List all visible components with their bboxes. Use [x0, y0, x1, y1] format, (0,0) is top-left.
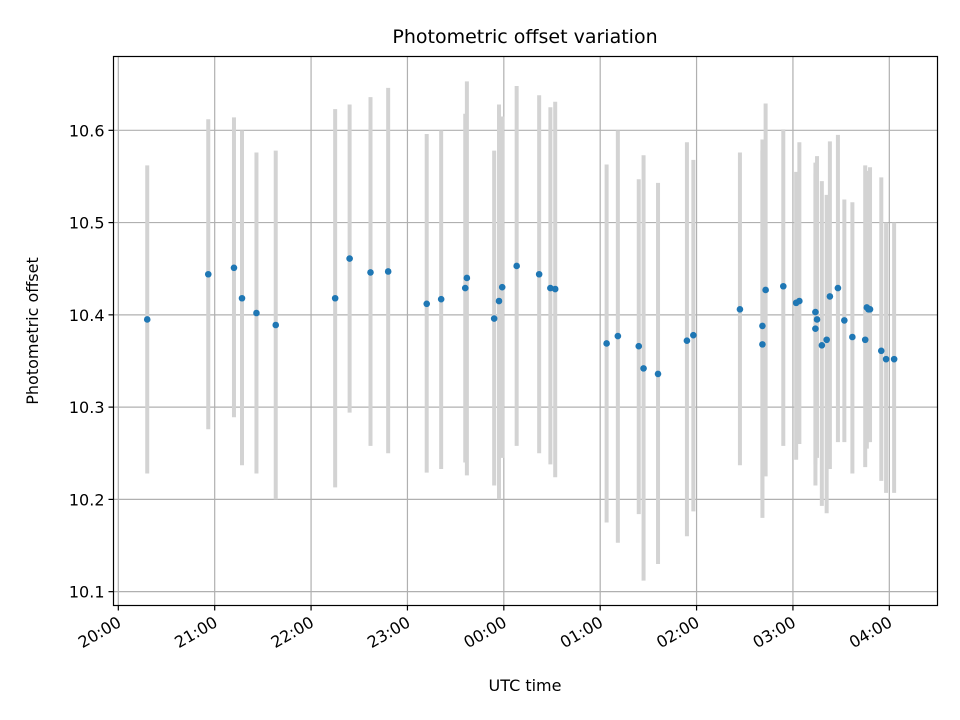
data-point — [812, 308, 819, 316]
data-point — [818, 342, 826, 349]
data-point — [461, 284, 469, 292]
data-point — [834, 284, 842, 292]
data-point — [823, 336, 830, 344]
y-axis-label: Photometric offset — [23, 257, 42, 405]
y-tick-label: 10.2 — [69, 490, 105, 509]
data-point — [877, 347, 885, 355]
data-point — [490, 315, 498, 322]
data-point — [272, 321, 280, 329]
data-point — [495, 297, 503, 305]
data-point — [762, 286, 769, 294]
data-point — [654, 370, 662, 378]
data-point — [812, 325, 819, 332]
data-point — [367, 269, 374, 276]
data-point — [143, 316, 151, 323]
y-tick-label: 10.5 — [69, 214, 105, 233]
data-point — [683, 337, 691, 344]
data-point — [635, 342, 643, 350]
data-point — [346, 255, 353, 262]
y-tick-label: 10.3 — [69, 398, 105, 417]
data-point — [796, 297, 803, 305]
y-axis: 10.1 10.2 10.3 10.4 10.5 10.6 — [69, 121, 114, 602]
y-tick-label: 10.4 — [69, 306, 105, 325]
data-point — [384, 268, 392, 275]
data-point — [640, 365, 647, 372]
data-point — [238, 294, 246, 302]
data-point — [780, 282, 787, 290]
plot-frame — [112, 55, 939, 607]
data-point — [882, 355, 890, 363]
data-point — [423, 300, 431, 308]
data-point — [204, 270, 212, 278]
data-point — [614, 332, 622, 340]
data-point — [513, 262, 520, 270]
data-point — [736, 306, 744, 313]
data-point — [826, 293, 834, 300]
data-point — [690, 331, 697, 339]
data-point — [331, 294, 339, 302]
data-point — [535, 270, 543, 278]
y-tick-label: 10.6 — [69, 121, 105, 140]
data-point — [849, 333, 856, 341]
y-tick-label: 10.1 — [69, 583, 105, 602]
data-point — [841, 317, 848, 324]
data-point — [861, 336, 869, 344]
data-point — [813, 316, 821, 323]
data-point — [759, 341, 766, 348]
data-point — [759, 322, 766, 330]
data-point — [498, 283, 506, 291]
chart-title: Photometric offset variation — [392, 26, 657, 48]
data-point — [253, 309, 260, 317]
data-point — [437, 295, 445, 303]
data-point — [463, 274, 471, 282]
data-points — [143, 255, 898, 378]
data-point — [866, 306, 874, 313]
x-axis-label: UTC time — [489, 676, 562, 695]
data-point — [890, 355, 898, 363]
data-point — [603, 340, 610, 347]
data-point — [551, 285, 559, 293]
data-point — [230, 264, 238, 272]
grid — [113, 56, 938, 606]
